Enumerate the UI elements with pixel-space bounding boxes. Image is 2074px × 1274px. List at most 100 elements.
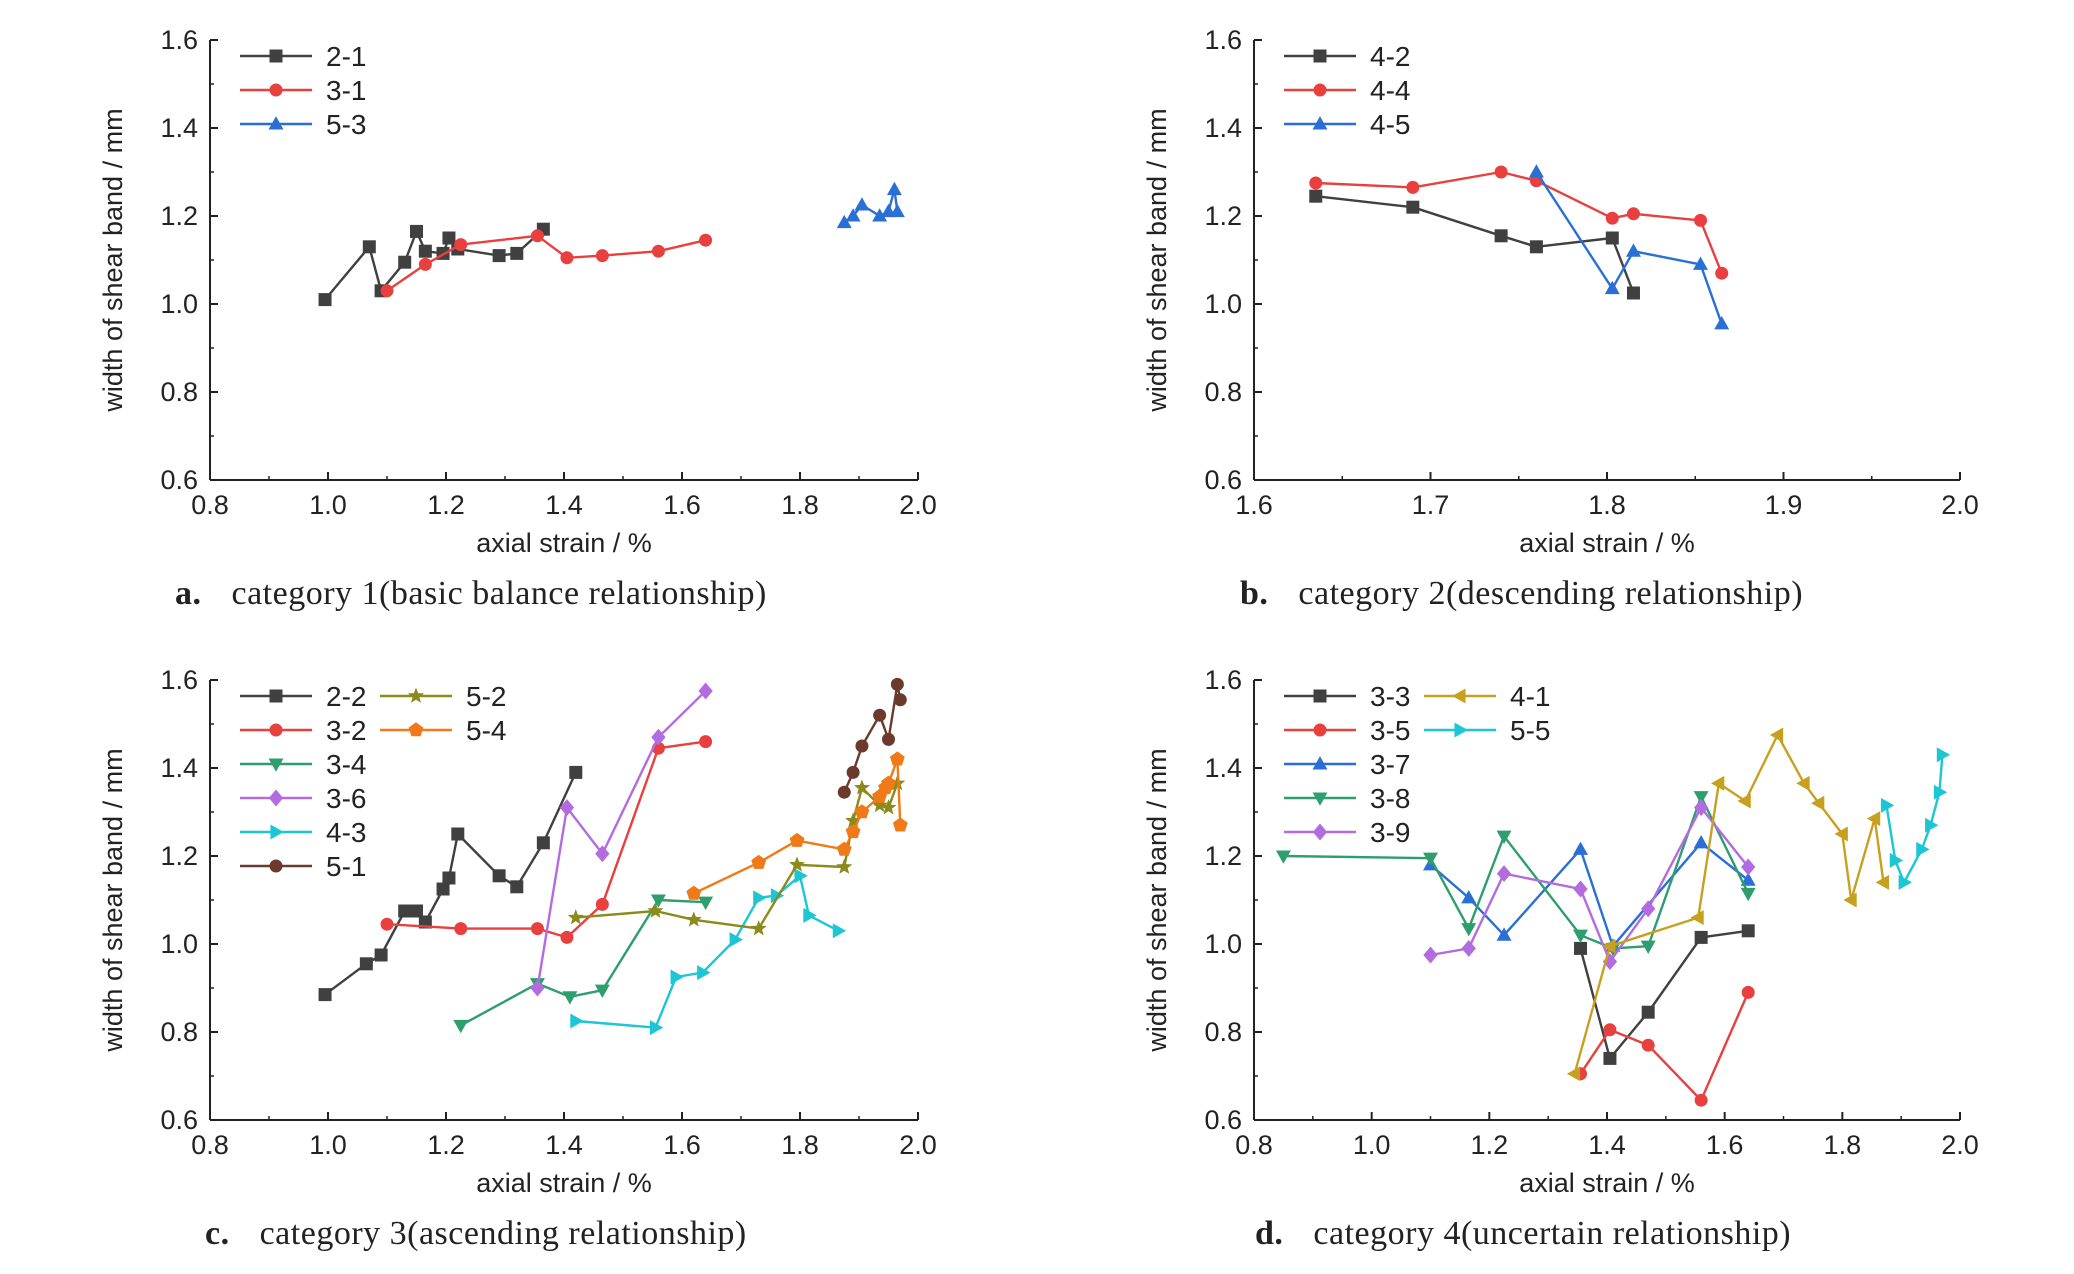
x-tick-label: 1.2 xyxy=(427,1130,465,1160)
data-point xyxy=(699,233,713,247)
data-point xyxy=(567,909,584,925)
data-point xyxy=(1694,213,1708,227)
chart-panel-a: 0.8 1.0 1.2 1.4 1.6 1.8 2.0 0.6 0.8 1.0 1.2 1.4 1.6 a… xyxy=(0,0,1040,575)
x-tick-label: 2.0 xyxy=(1941,490,1979,520)
legend-marker xyxy=(1312,792,1328,806)
data-point xyxy=(454,922,468,936)
series-line xyxy=(575,782,899,930)
data-point xyxy=(698,896,714,910)
x-tick-label: 1.0 xyxy=(1353,1130,1391,1160)
legend-marker xyxy=(268,116,284,130)
y-axis-label: width of shear band / mm xyxy=(98,748,128,1052)
series-4-2 xyxy=(1309,189,1640,300)
data-point xyxy=(1880,797,1895,813)
x-tick-label: 1.6 xyxy=(663,1130,701,1160)
data-point xyxy=(536,836,550,850)
series-3-6 xyxy=(530,682,713,997)
legend-label: 4-3 xyxy=(326,817,366,848)
data-point xyxy=(1737,793,1751,809)
y-tick-label: 1.6 xyxy=(160,25,198,55)
legend-marker xyxy=(407,687,425,703)
legend-item-5-4: 5-4 xyxy=(380,715,506,746)
data-point xyxy=(1602,938,1616,954)
data-point xyxy=(492,249,506,263)
caption-d: d. category 4(uncertain relationship) xyxy=(1255,1215,1791,1253)
y-tick-label: 0.8 xyxy=(1204,1017,1242,1047)
data-point xyxy=(492,869,506,883)
series-4-5 xyxy=(1528,164,1730,330)
data-point xyxy=(836,214,852,229)
data-point xyxy=(1693,791,1709,805)
data-point xyxy=(570,1013,584,1029)
legend-item-3-6: 3-6 xyxy=(240,783,366,814)
data-point xyxy=(374,948,388,962)
data-point xyxy=(670,969,684,985)
legend-label: 4-1 xyxy=(1510,681,1550,712)
legend: 4-24-44-5 xyxy=(1284,41,1410,140)
data-point xyxy=(1461,890,1477,904)
data-point xyxy=(1834,826,1848,842)
series-2-2 xyxy=(318,765,583,1002)
data-point xyxy=(871,796,888,813)
x-axis-label: axial strain / % xyxy=(1519,1168,1695,1198)
chart-b: 1.6 1.7 1.8 1.9 2.0 0.6 0.8 1.0 1.2 1.4 1.6 axial s… xyxy=(1142,25,1979,558)
x-tick-label: 1.6 xyxy=(1235,490,1273,520)
series-line xyxy=(536,690,707,989)
legend-item-3-3: 3-3 xyxy=(1284,681,1410,712)
data-point xyxy=(530,922,544,936)
legend-label: 2-2 xyxy=(326,681,366,712)
data-point xyxy=(510,246,524,260)
data-point xyxy=(832,923,847,939)
data-point xyxy=(1715,266,1729,280)
data-point xyxy=(1843,892,1857,908)
x-tick-label: 0.8 xyxy=(1235,1130,1273,1160)
data-point xyxy=(1573,929,1588,943)
y-tick-label: 1.6 xyxy=(1204,25,1242,55)
legend-label: 3-5 xyxy=(1370,715,1410,746)
y-axis-label: width of shear band / mm xyxy=(1142,748,1172,1052)
data-point xyxy=(1605,211,1619,225)
data-point xyxy=(1461,923,1477,937)
y-tick-label: 0.8 xyxy=(160,1017,198,1047)
data-point xyxy=(1494,165,1508,179)
data-point xyxy=(1741,858,1756,876)
legend-item-3-2: 3-2 xyxy=(240,715,366,746)
data-point xyxy=(362,240,376,254)
data-point xyxy=(750,920,767,936)
series-line xyxy=(386,234,706,292)
x-tick-label: 1.2 xyxy=(427,490,465,520)
data-point xyxy=(1603,1051,1617,1065)
legend-marker xyxy=(408,722,424,737)
y-tick-label: 0.6 xyxy=(160,465,198,495)
legend-item-4-3: 4-3 xyxy=(240,817,366,848)
legend-label: 3-1 xyxy=(326,75,366,106)
data-point xyxy=(453,1019,469,1034)
legend-marker xyxy=(268,758,284,772)
legend-item-3-4: 3-4 xyxy=(240,749,366,780)
y-tick-label: 0.6 xyxy=(1204,465,1242,495)
data-point xyxy=(595,897,609,911)
data-point xyxy=(855,739,869,753)
data-point xyxy=(873,708,887,722)
legend-marker xyxy=(1313,689,1327,703)
legend-marker xyxy=(1312,823,1328,841)
series-line xyxy=(1315,195,1635,294)
data-point xyxy=(1933,784,1948,800)
data-point xyxy=(560,251,574,265)
series-line xyxy=(1430,806,1750,963)
series-5-3 xyxy=(836,181,905,229)
data-point xyxy=(892,817,908,832)
data-point xyxy=(1694,930,1708,944)
series-3-9 xyxy=(1423,799,1756,971)
chart-panel-d: 0.8 1.0 1.2 1.4 1.6 1.8 2.0 0.6 0.8 1.0 1.2 1.4 1.6 a… xyxy=(1040,640,2074,1215)
caption-b: b. category 2(descending relationship) xyxy=(1240,575,1803,613)
data-point xyxy=(1496,927,1512,941)
data-point xyxy=(380,917,394,931)
y-tick-label: 1.2 xyxy=(1204,201,1242,231)
data-point xyxy=(880,799,897,815)
y-tick-label: 0.6 xyxy=(1204,1105,1242,1135)
x-tick-label: 1.4 xyxy=(1588,1130,1626,1160)
data-point xyxy=(1494,229,1508,243)
data-point xyxy=(854,804,870,819)
series-line xyxy=(1315,170,1723,274)
